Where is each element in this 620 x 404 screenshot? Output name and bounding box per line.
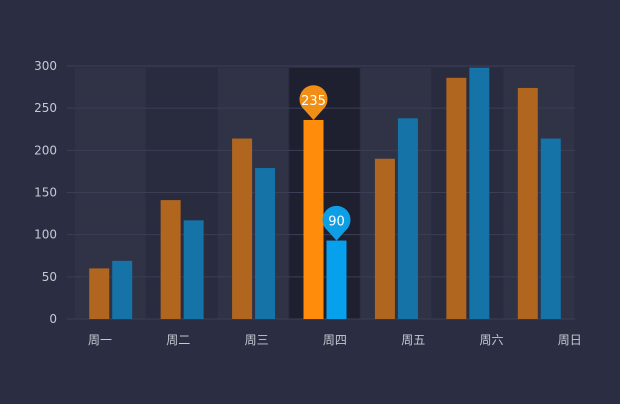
x-tick-label: 周四 (323, 333, 347, 347)
bar-series-1 (303, 119, 324, 320)
pin-marker (299, 85, 328, 120)
bar-series-1 (446, 77, 467, 319)
bar-series-1 (374, 158, 395, 319)
data-label: 235 (301, 94, 326, 109)
value-markers: 235 90 (299, 85, 351, 241)
category-band (75, 68, 146, 319)
y-axis: 0 50 100 150 200 250 300 (34, 59, 57, 326)
y-tick-label: 250 (34, 101, 57, 115)
bar-series-2 (255, 168, 276, 319)
x-tick-label: 周日 (558, 333, 582, 347)
x-tick-label: 周六 (479, 333, 503, 347)
bar-series-1 (160, 200, 181, 319)
bars (89, 67, 561, 320)
y-tick-label: 150 (34, 186, 57, 200)
bar-series-2 (326, 240, 347, 319)
x-tick-label: 周一 (88, 333, 112, 347)
bar-series-2 (469, 67, 490, 319)
bar-series-1 (517, 87, 538, 319)
bar-series-2 (397, 118, 418, 319)
category-band (503, 68, 574, 319)
x-tick-label: 周五 (401, 333, 425, 347)
category-band (360, 68, 432, 319)
y-tick-label: 200 (34, 143, 57, 157)
bar-series-2 (112, 260, 133, 319)
y-tick-label: 300 (34, 59, 57, 73)
category-band (217, 68, 289, 319)
data-label: 90 (328, 215, 345, 230)
bar-series-2 (183, 220, 204, 319)
pin-marker (322, 205, 351, 241)
category-band (432, 68, 503, 319)
x-tick-label: 周二 (166, 333, 190, 347)
bar-series-2 (540, 138, 561, 319)
y-tick-label: 100 (34, 228, 57, 242)
category-band (146, 68, 217, 319)
y-tick-label: 50 (42, 270, 57, 284)
bar-series-1 (232, 138, 253, 319)
bar-series-1 (89, 268, 110, 319)
y-tick-label: 0 (49, 312, 57, 326)
x-tick-label: 周三 (245, 333, 269, 347)
x-axis: 周一 周二 周三 周四 周五 周六 周日 (88, 333, 582, 347)
